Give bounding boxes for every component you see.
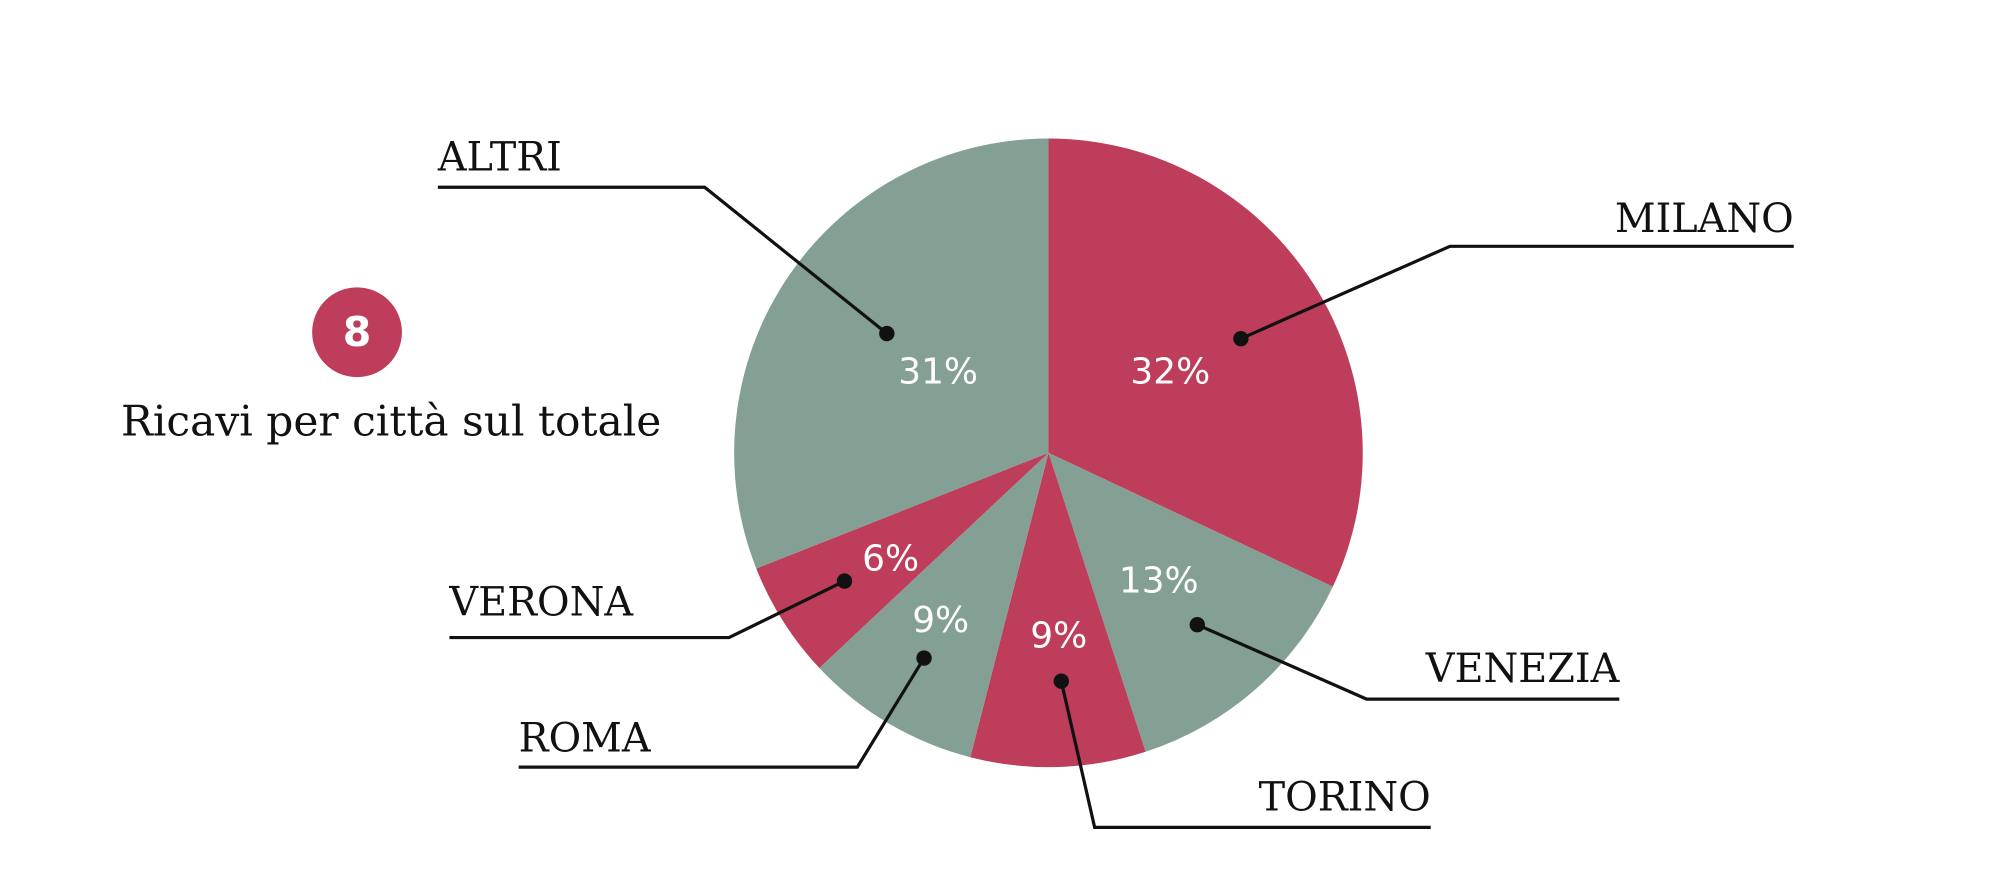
slice-label: TORINO — [1259, 774, 1431, 820]
leader-dot — [879, 325, 895, 342]
value-label: 6% — [862, 539, 919, 580]
slice-label: VERONA — [448, 579, 634, 625]
leader-dot — [836, 573, 853, 589]
pie-slice — [970, 452, 1146, 768]
leader-line — [1196, 623, 1620, 701]
slice-label: ALTRI — [437, 134, 562, 180]
leader-dot — [1189, 617, 1205, 633]
leader-line — [518, 657, 926, 769]
value-label: 9% — [1030, 616, 1087, 657]
value-label: 32% — [1130, 351, 1210, 392]
chart-title: Ricavi per città sul totale — [121, 397, 661, 446]
badge: 8 — [343, 308, 372, 356]
leader-line — [437, 185, 888, 335]
leader-line — [1059, 680, 1431, 830]
pie-slice — [756, 452, 1049, 668]
badge-circle — [312, 287, 402, 378]
leader-dot — [1233, 330, 1249, 347]
pie-slice — [1048, 452, 1333, 752]
value-label: 9% — [912, 600, 969, 641]
pie-slice — [1048, 138, 1363, 587]
leader-dot — [916, 650, 932, 666]
leader-line — [449, 579, 846, 640]
pie-slice — [819, 452, 1049, 758]
value-label: 31% — [898, 351, 978, 392]
slice-label: ROMA — [519, 715, 652, 761]
slice-label: MILANO — [1615, 196, 1794, 242]
value-label: 13% — [1119, 560, 1199, 601]
leader-line — [1240, 244, 1794, 341]
pie-slice — [734, 138, 1049, 569]
leader-dot — [1053, 673, 1069, 689]
slice-label: VENEZIA — [1425, 646, 1621, 692]
